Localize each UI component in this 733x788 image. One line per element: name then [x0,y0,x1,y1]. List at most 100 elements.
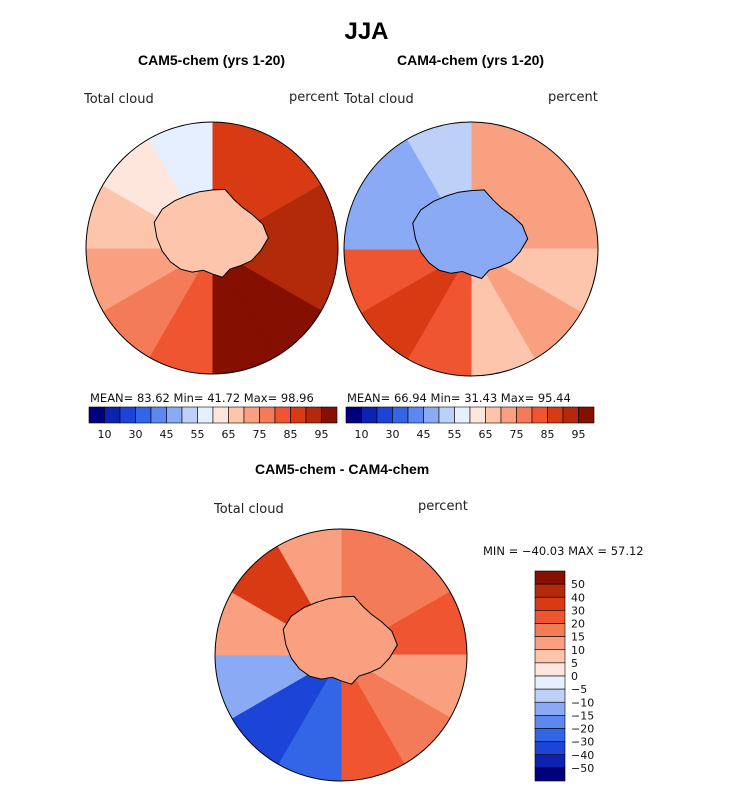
colorbar-swatch [534,583,566,598]
cam4-panel-title: CAM4-chem (yrs 1-20) [397,52,545,68]
map-border [85,121,339,375]
map-border [343,121,599,377]
colorbar-swatch [212,406,229,424]
diff-variable-label: Total cloud [214,502,284,517]
colorbar-swatch [534,754,566,769]
colorbar-swatch [243,406,260,424]
colorbar-swatch [119,406,136,424]
cam5-variable-label: Total cloud [84,92,154,107]
colorbar-swatch [534,662,566,677]
colorbar-swatch [438,406,455,424]
colorbar-tick-label: 10 [571,644,585,657]
colorbar-tick-label: 95 [572,428,586,441]
cam4-variable-label: Total cloud [344,92,414,107]
colorbar-swatch [181,406,198,424]
diff-min-max-text: MIN = −40.03 MAX = 57.12 [483,544,644,558]
colorbar-swatch [534,728,566,742]
colorbar-swatch [534,741,566,756]
map-border [214,528,468,782]
coastline [412,189,529,280]
colorbar-swatch [166,406,183,424]
cam4-polar-map [343,121,599,377]
cam5-panel-title: CAM5-chem (yrs 1-20) [138,52,286,68]
colorbar-swatch [197,406,214,424]
colorbar-swatch [485,406,502,424]
cam5-stats-line: MEAN= 83.62 Min= 41.72 Max= 98.96 [90,391,314,405]
colorbar-swatch [469,406,486,424]
colorbar-swatch [104,406,121,424]
colorbar-swatch [500,406,517,424]
colorbar-swatch [88,406,105,424]
colorbar-tick-label: 45 [417,428,431,441]
diff-panel-title: CAM5-chem - CAM4-chem [255,461,430,477]
colorbar-swatch [534,596,566,611]
colorbar-tick-label: 30 [129,428,143,441]
cam4-units-label: percent [548,90,598,105]
colorbar-tick-label: 30 [386,428,400,441]
colorbar-tick-label: 65 [222,428,236,441]
colorbar-tick-label: 85 [541,428,555,441]
colorbar-tick-label: 20 [571,618,585,631]
colorbar-swatch [150,406,167,424]
cam4-stats-line: MEAN= 66.94 Min= 31.43 Max= 95.44 [347,391,571,405]
colorbar-swatch [135,406,152,424]
coastline [282,595,398,685]
colorbar-swatch [547,406,564,424]
colorbar-swatch [534,701,566,716]
colorbar-tick-label: −10 [571,696,594,709]
colorbar-tick-label: 0 [571,670,578,683]
colorbar-tick-label: 65 [479,428,493,441]
cam5-polar-map [85,121,339,375]
colorbar-swatch [454,406,471,424]
diff-units-label: percent [418,499,468,514]
colorbar-swatch [534,688,566,703]
colorbar-swatch [423,406,440,424]
colorbar-swatch [534,649,566,664]
colorbar-tick-label: 75 [510,428,524,441]
colorbar-swatch [578,406,595,424]
colorbar-tick-label: 45 [160,428,174,441]
colorbar-swatch [534,610,566,624]
colorbar-swatch [407,406,424,424]
colorbar-swatch [534,675,566,690]
colorbar-tick-label: −30 [571,736,594,749]
colorbar-tick-label: −5 [571,683,587,696]
continent-core-field [191,219,238,265]
colorbar-swatch [376,406,393,424]
diff-polar-map [214,528,468,782]
coastline [153,188,269,278]
colorbar-tick-label: 15 [571,631,585,644]
colorbar-swatch [290,406,307,424]
colorbar-tick-label: −50 [571,762,594,775]
colorbar-swatch [534,636,566,651]
figure-title: JJA [344,18,389,45]
colorbar-tick-label: 55 [191,428,205,441]
colorbar-tick-label: 75 [253,428,267,441]
continent-core-field [450,219,497,266]
colorbar-swatch [361,406,378,424]
colorbar-swatch [531,406,548,424]
colorbar-tick-label: −20 [571,723,594,736]
continent-core-field [320,626,367,672]
colorbar-swatch [274,406,291,424]
cam5-units-label: percent [289,90,339,105]
colorbar-tick-label: 95 [315,428,329,441]
colorbar-tick-label: 85 [284,428,298,441]
colorbar-swatch [228,406,245,424]
colorbar-swatch [321,406,338,424]
colorbar-tick-label: 50 [571,578,585,591]
colorbar-swatch [534,715,566,729]
colorbar-tick-label: −15 [571,709,594,722]
cam4-colorbar: 10 30 45 55 65 75 85 95 [345,406,595,441]
colorbar-swatch [345,406,362,424]
colorbar-tick-label: 40 [571,591,585,604]
colorbar-tick-label: −40 [571,749,594,762]
colorbar-swatch [259,406,276,424]
colorbar-tick-label: 30 [571,604,585,617]
colorbar-swatch [392,406,409,424]
colorbar-swatch [516,406,533,424]
colorbar-swatch [534,623,566,637]
colorbar-swatch [562,406,579,424]
colorbar-swatch [534,570,566,585]
